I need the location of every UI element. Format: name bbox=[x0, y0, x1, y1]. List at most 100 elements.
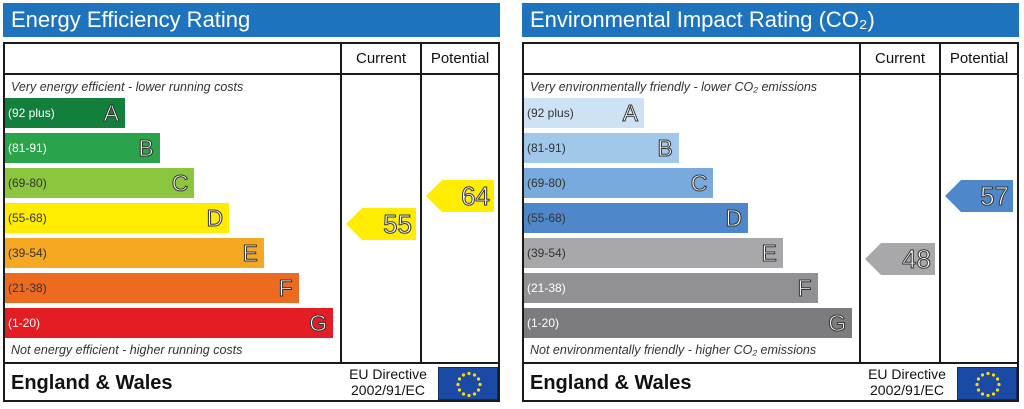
eu-directive: EU Directive 2002/91/EC bbox=[859, 366, 955, 398]
rating-band-d: (55-68) D bbox=[5, 203, 230, 233]
flag-star-icon bbox=[472, 373, 477, 377]
header-divider bbox=[5, 73, 498, 75]
directive-line1: EU Directive bbox=[868, 366, 946, 382]
band-letter: A bbox=[103, 99, 119, 126]
footer-divider bbox=[5, 362, 498, 364]
rating-band-a: (92 plus) A bbox=[524, 98, 644, 128]
potential-rating-marker: 57 bbox=[945, 180, 1013, 212]
flag-star-icon bbox=[991, 392, 996, 396]
flag-star-icon bbox=[456, 382, 460, 387]
band-letter: D bbox=[206, 204, 224, 231]
top-caption: Very energy efficient - lower running co… bbox=[11, 80, 244, 94]
column-divider bbox=[939, 44, 941, 364]
current-column-header: Current bbox=[874, 50, 926, 67]
flag-star-icon bbox=[467, 393, 471, 398]
flag-star-icon bbox=[986, 393, 990, 398]
rating-band-b: (81-91) B bbox=[5, 133, 160, 163]
band-letter: E bbox=[761, 239, 777, 266]
current-column-header: Current bbox=[355, 50, 407, 67]
band-letter: C bbox=[171, 169, 189, 196]
energy-chart-box: Current Potential Very energy efficient … bbox=[3, 42, 500, 402]
band-range-label: (39-54) bbox=[527, 246, 566, 260]
band-range-label: (39-54) bbox=[8, 246, 47, 260]
rating-band-e: (39-54) E bbox=[5, 238, 264, 268]
flag-star-icon bbox=[457, 388, 462, 392]
bottom-caption: Not environmentally friendly - higher CO… bbox=[530, 343, 817, 357]
band-range-label: (55-68) bbox=[8, 211, 47, 225]
flag-star-icon bbox=[472, 392, 477, 396]
country-label: England & Wales bbox=[11, 372, 173, 394]
rating-band-e: (39-54) E bbox=[524, 238, 783, 268]
rating-band-g: (1-20) G bbox=[5, 308, 334, 338]
flag-star-icon bbox=[476, 388, 481, 392]
potential-rating-marker-value: 57 bbox=[980, 181, 1010, 212]
environmental-impact-panel: Environmental Impact Rating (CO₂) Curren… bbox=[522, 3, 1019, 402]
potential-rating-marker: 64 bbox=[426, 180, 494, 212]
rating-band-f: (21-38) F bbox=[524, 273, 818, 303]
band-range-label: (69-80) bbox=[527, 176, 566, 190]
eu-flag-icon bbox=[957, 367, 1017, 400]
flag-star-icon bbox=[976, 377, 981, 381]
bottom-caption: Not energy efficient - higher running co… bbox=[11, 343, 243, 357]
directive-line1: EU Directive bbox=[349, 366, 427, 382]
flag-star-icon bbox=[980, 392, 985, 396]
band-letter: A bbox=[622, 99, 638, 126]
rating-band-c: (69-80) C bbox=[5, 168, 195, 198]
rating-band-c: (69-80) C bbox=[524, 168, 714, 198]
flag-star-icon bbox=[975, 382, 979, 387]
energy-title: Energy Efficiency Rating bbox=[3, 3, 500, 37]
band-letter: B bbox=[657, 134, 673, 161]
band-range-label: (21-38) bbox=[8, 281, 47, 295]
flag-star-icon bbox=[986, 371, 990, 376]
flag-star-icon bbox=[476, 377, 481, 381]
environmental-chart-box: Current Potential Very environmentally f… bbox=[522, 42, 1019, 402]
flag-star-icon bbox=[478, 382, 482, 387]
flag-star-icon bbox=[995, 377, 1000, 381]
band-range-label: (55-68) bbox=[527, 211, 566, 225]
band-letter: E bbox=[242, 239, 258, 266]
rating-band-d: (55-68) D bbox=[524, 203, 749, 233]
environmental-title: Environmental Impact Rating (CO₂) bbox=[522, 3, 1019, 37]
current-rating-marker-value: 55 bbox=[383, 209, 413, 240]
band-letter: C bbox=[690, 169, 708, 196]
top-caption: Very environmentally friendly - lower CO… bbox=[530, 80, 818, 94]
potential-column-header: Potential bbox=[949, 50, 1009, 67]
flag-star-icon bbox=[997, 382, 1001, 387]
column-divider bbox=[420, 44, 422, 364]
current-rating-marker: 48 bbox=[865, 243, 935, 275]
rating-band-g: (1-20) G bbox=[524, 308, 853, 338]
band-range-label: (92 plus) bbox=[527, 106, 574, 120]
eu-directive: EU Directive 2002/91/EC bbox=[340, 366, 436, 398]
eu-flag-icon bbox=[438, 367, 498, 400]
band-range-label: (21-38) bbox=[527, 281, 566, 295]
column-divider bbox=[340, 44, 342, 364]
flag-star-icon bbox=[467, 371, 471, 376]
band-letter: D bbox=[725, 204, 743, 231]
band-range-label: (81-91) bbox=[527, 141, 566, 155]
band-letter: G bbox=[309, 309, 328, 336]
footer-divider bbox=[524, 362, 1017, 364]
flag-star-icon bbox=[991, 373, 996, 377]
band-range-label: (1-20) bbox=[527, 316, 560, 330]
current-rating-marker-value: 48 bbox=[902, 244, 932, 275]
column-divider bbox=[859, 44, 861, 364]
band-range-label: (81-91) bbox=[8, 141, 47, 155]
band-letter: B bbox=[138, 134, 154, 161]
flag-star-icon bbox=[461, 373, 466, 377]
band-range-label: (92 plus) bbox=[8, 106, 55, 120]
flag-star-icon bbox=[980, 373, 985, 377]
directive-line2: 2002/91/EC bbox=[351, 382, 425, 398]
current-rating-marker: 55 bbox=[346, 208, 416, 240]
rating-band-b: (81-91) B bbox=[524, 133, 679, 163]
flag-star-icon bbox=[457, 377, 462, 381]
band-letter: F bbox=[797, 274, 812, 301]
header-divider bbox=[524, 73, 1017, 75]
band-range-label: (69-80) bbox=[8, 176, 47, 190]
band-range-label: (1-20) bbox=[8, 316, 41, 330]
energy-efficiency-panel: Energy Efficiency Rating Current Potenti… bbox=[3, 3, 500, 402]
band-letter: G bbox=[828, 309, 847, 336]
potential-column-header: Potential bbox=[430, 50, 490, 67]
directive-line2: 2002/91/EC bbox=[870, 382, 944, 398]
flag-star-icon bbox=[976, 388, 981, 392]
flag-star-icon bbox=[995, 388, 1000, 392]
